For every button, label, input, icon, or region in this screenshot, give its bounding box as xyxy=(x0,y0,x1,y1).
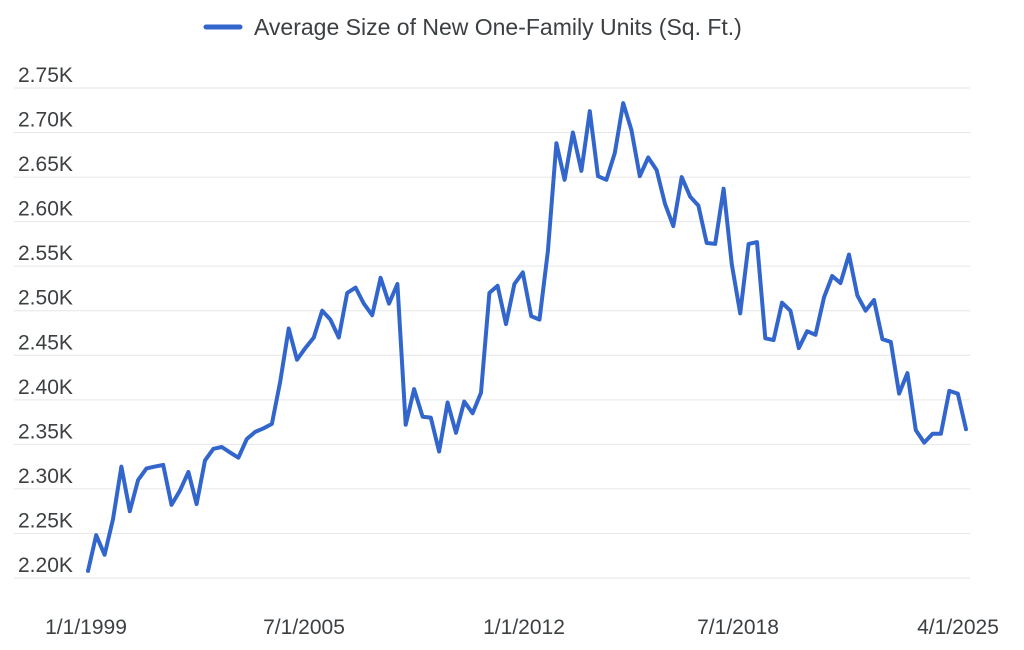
y-tick-label: 2.25K xyxy=(18,509,73,532)
x-tick-label: 1/1/2012 xyxy=(483,616,565,639)
legend: Average Size of New One-Family Units (Sq… xyxy=(203,14,742,40)
y-tick-label: 2.60K xyxy=(18,198,73,221)
x-tick-label: 7/1/2018 xyxy=(697,616,779,639)
y-tick-label: 2.70K xyxy=(18,109,73,132)
y-tick-label: 2.40K xyxy=(18,376,73,399)
y-tick-label: 2.65K xyxy=(18,153,73,176)
legend-label: Average Size of New One-Family Units (Sq… xyxy=(254,14,742,40)
x-tick-label: 7/1/2005 xyxy=(263,616,345,639)
x-tick-label: 4/1/2025 xyxy=(917,616,999,639)
y-tick-label: 2.55K xyxy=(18,242,73,265)
series-line xyxy=(86,101,968,573)
y-tick-label: 2.75K xyxy=(18,64,73,87)
y-axis-ticks: 2.20K 2.25K 2.30K 2.35K 2.40K 2.45K 2.50K 2.55K… xyxy=(18,64,73,577)
y-tick-label: 2.35K xyxy=(18,420,73,443)
gridlines xyxy=(14,87,970,579)
x-tick-label: 1/1/1999 xyxy=(45,616,127,639)
x-axis-ticks: 1/1/1999 7/1/2005 1/1/2012 7/1/2018 4/1/2025 xyxy=(45,616,999,639)
y-tick-label: 2.50K xyxy=(18,287,73,310)
series-group xyxy=(86,101,968,573)
y-tick-label: 2.30K xyxy=(18,465,73,488)
y-tick-label: 2.20K xyxy=(18,554,73,577)
y-tick-label: 2.45K xyxy=(18,331,73,354)
